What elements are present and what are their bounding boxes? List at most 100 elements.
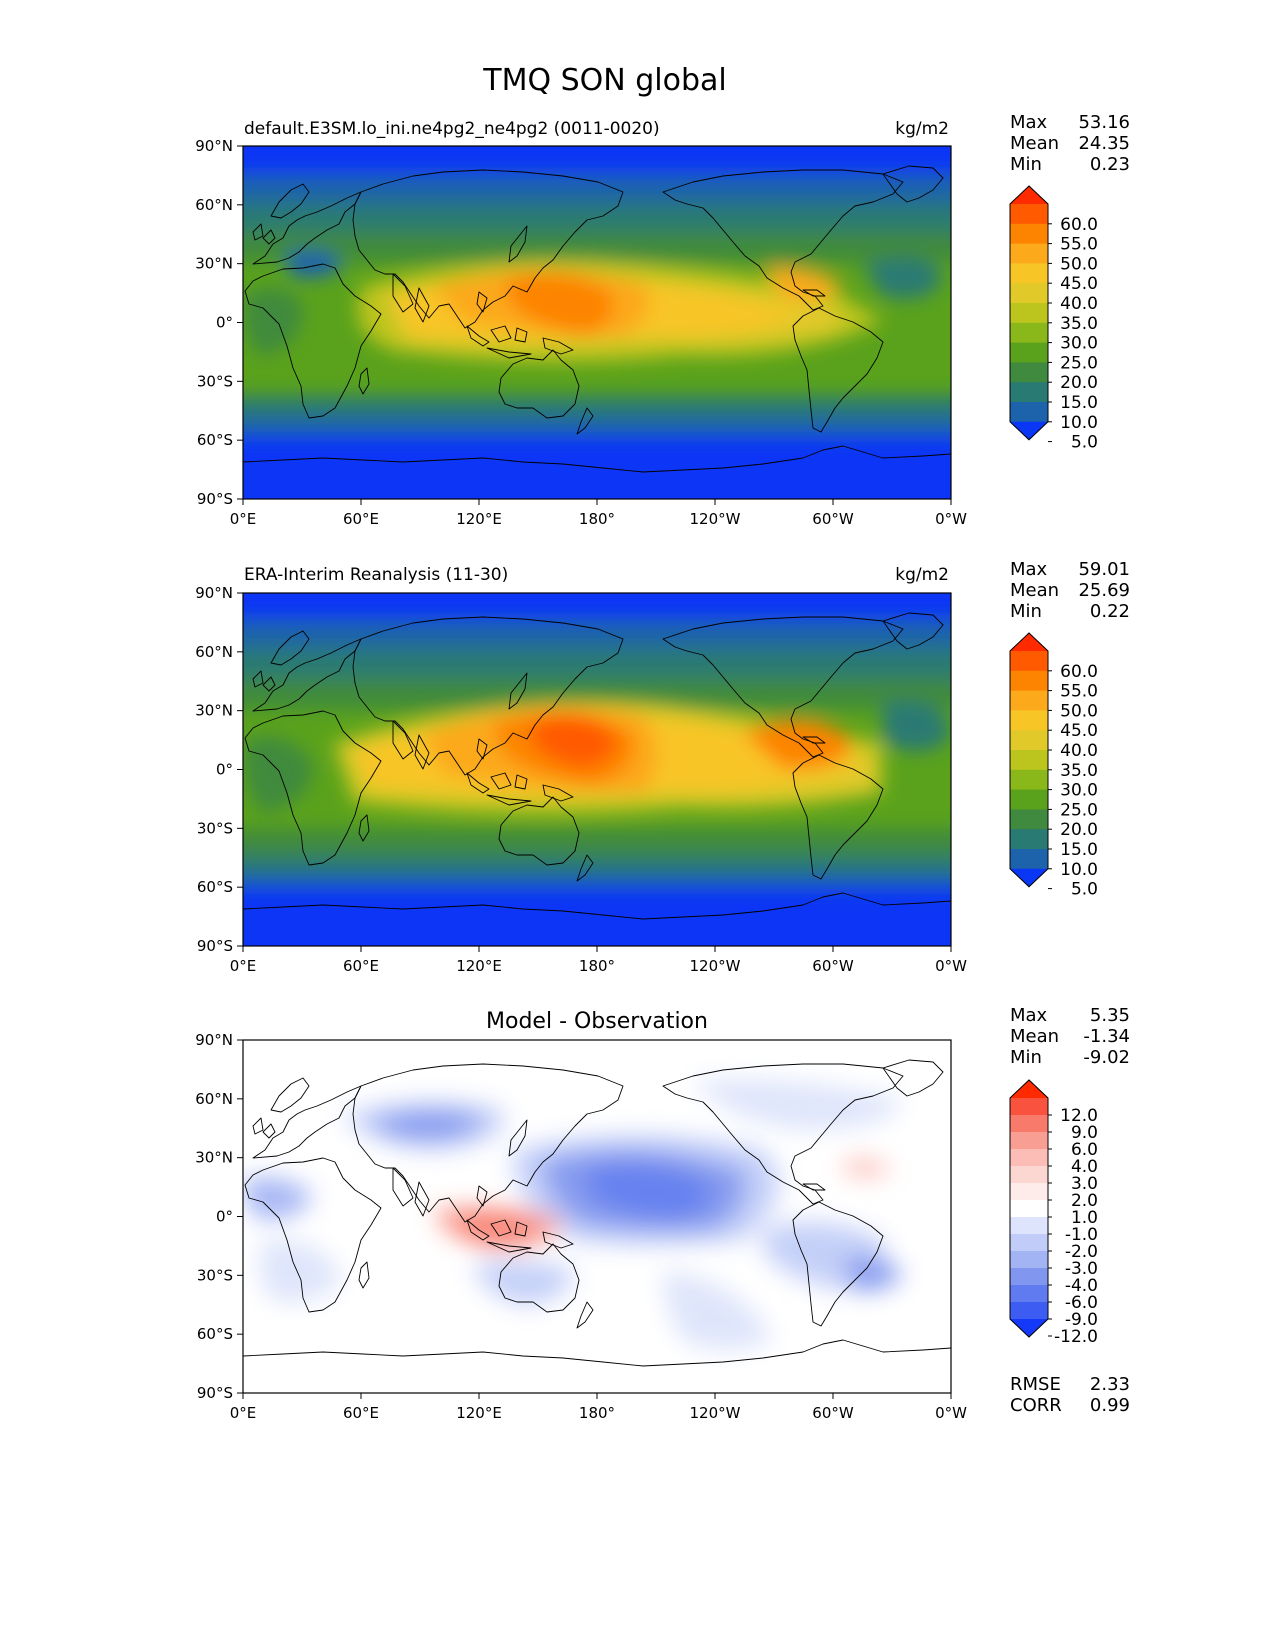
lon-tick-label: 0°W (935, 957, 967, 975)
colorbar-bin (1010, 303, 1048, 324)
panel-obs-title: ERA-Interim Reanalysis (11-30) (244, 565, 508, 585)
colorbar-bin (1010, 1200, 1048, 1218)
lat-tick-label: 60°S (197, 431, 233, 449)
colorbar-bin (1010, 750, 1048, 771)
colorbar-tick-label: 20.0 (1060, 373, 1098, 393)
colorbar-tick-label: 35.0 (1060, 314, 1098, 334)
colorbar-tick-label: 3.0 (1071, 1174, 1098, 1194)
colorbar-bin (1010, 283, 1048, 304)
colorbar-tick-label: 5.0 (1071, 433, 1098, 453)
lon-tick-label: 60°W (812, 957, 854, 975)
colorbar-tick-label: 50.0 (1060, 701, 1098, 721)
colorbar-bin (1010, 690, 1048, 711)
colorbar-tick-label: 2.0 (1071, 1191, 1098, 1211)
colorbar-tick-label: 9.0 (1071, 1123, 1098, 1143)
axes-layer: 90°N 60°N 30°N 0° 30°S 60°S 90°S 0°E 60°E 120°E 18… (195, 137, 967, 1422)
lon-tick-label: 120°W (690, 510, 741, 528)
panel-diff-side: Max 5.35 Mean -1.34 Min -9.02 12.09.06.04.03.0… (1009, 1005, 1130, 1416)
lat-tick-label: 60°N (195, 196, 233, 214)
lon-tick-label: 60°E (343, 510, 379, 528)
colorbar-tick-label: -2.0 (1065, 1242, 1098, 1262)
panel-model-map (242, 145, 952, 500)
lat-tick-label: 60°S (197, 878, 233, 896)
colorbar-tick-label: 4.0 (1071, 1157, 1098, 1177)
colorbar-tick-label: 45.0 (1060, 274, 1098, 294)
lon-tick-label: 0°E (230, 510, 257, 528)
lat-tick-label: 0° (216, 314, 233, 332)
colorbar-tick-label: 30.0 (1060, 334, 1098, 354)
lon-tick-label: 60°E (343, 1404, 379, 1422)
colorbar-bin (1010, 263, 1048, 284)
colorbar-extend-max (1010, 186, 1048, 204)
colorbar-tick-label: -9.0 (1065, 1310, 1098, 1330)
lon-tick-label: 180° (579, 510, 615, 528)
stat-label: Mean (1010, 1026, 1059, 1047)
stat-value: 5.35 (1090, 1005, 1130, 1026)
colorbar-bin (1010, 670, 1048, 692)
colorbar-bin (1010, 1115, 1048, 1133)
footer-stat-value: 2.33 (1090, 1374, 1130, 1395)
stat-label: Max (1010, 1005, 1048, 1026)
colorbar-tick-label: 45.0 (1060, 721, 1098, 741)
colorbar-tick-label: 60.0 (1060, 662, 1098, 682)
colorbar-bin (1010, 849, 1048, 870)
lon-tick-label: 60°W (812, 1404, 854, 1422)
colorbar-extend-max (1010, 1080, 1048, 1098)
colorbar-bin (1010, 382, 1048, 403)
lon-tick-label: 120°W (690, 1404, 741, 1422)
stat-label: Mean (1010, 580, 1059, 601)
lat-tick-label: 90°N (195, 1031, 233, 1049)
panel-obs-side: Max 59.01 Mean 25.69 Min 0.22 60.055.050.045.0… (1009, 559, 1130, 900)
panel-diff-title: Model - Observation (486, 1009, 708, 1034)
lon-tick-label: 180° (579, 957, 615, 975)
colorbar-tick-label: 15.0 (1060, 840, 1098, 860)
stat-value: 25.69 (1078, 580, 1130, 601)
colorbar-bin (1010, 1268, 1048, 1286)
stat-value: -1.34 (1083, 1026, 1130, 1047)
stat-label: Min (1010, 154, 1042, 175)
lon-tick-label: 120°W (690, 957, 741, 975)
lat-tick-label: 90°N (195, 137, 233, 155)
colorbar-tick-label: -3.0 (1065, 1259, 1098, 1279)
colorbar-tick-label: -1.0 (1065, 1225, 1098, 1245)
panel-model: default.E3SM.lo_ini.ne4pg2_ne4pg2 (0011-… (242, 119, 952, 500)
colorbar-tick-label: 1.0 (1071, 1208, 1098, 1228)
colorbar-bin (1010, 651, 1048, 672)
panel-diff-map (242, 1039, 952, 1394)
colorbar-bin (1010, 730, 1048, 751)
stat-value: -9.02 (1083, 1047, 1130, 1068)
stat-value: 24.35 (1078, 133, 1130, 154)
lat-tick-label: 30°N (195, 1149, 233, 1167)
colorbar-tick-label: 5.0 (1071, 880, 1098, 900)
colorbar-tick-label: 25.0 (1060, 800, 1098, 820)
colorbar-bin (1010, 789, 1048, 810)
colorbar-bin (1010, 402, 1048, 423)
colorbar-bin (1010, 342, 1048, 363)
colorbar-bin (1010, 769, 1048, 791)
colorbar-tick-label: 40.0 (1060, 294, 1098, 314)
footer-stat-value: 0.99 (1090, 1395, 1130, 1416)
lat-tick-label: 30°N (195, 255, 233, 273)
colorbar-bin (1010, 1149, 1048, 1167)
lat-tick-label: 30°N (195, 702, 233, 720)
colorbar-tick-label: -4.0 (1065, 1276, 1098, 1296)
colorbar-bin (1010, 1234, 1048, 1252)
panel-model-units: kg/m2 (895, 119, 949, 139)
lat-tick-label: 90°S (197, 937, 233, 955)
colorbar-tick-label: 6.0 (1071, 1140, 1098, 1160)
colorbar-tick-label: 30.0 (1060, 781, 1098, 801)
colorbar-tick-label: 12.0 (1060, 1106, 1098, 1126)
lat-tick-label: 60°S (197, 1325, 233, 1343)
stat-label: Mean (1010, 133, 1059, 154)
panel-obs-units: kg/m2 (895, 565, 949, 585)
panel-diff: Model - Observation (242, 1009, 952, 1394)
colorbar-bin (1010, 1166, 1048, 1184)
footer-stat-label: CORR (1010, 1395, 1062, 1416)
lat-tick-label: 0° (216, 761, 233, 779)
stat-value: 59.01 (1078, 559, 1130, 580)
colorbar-tick-label: 40.0 (1060, 741, 1098, 761)
colorbar-extend-min (1010, 421, 1048, 440)
lon-tick-label: 60°W (812, 510, 854, 528)
colorbar-bin (1010, 1251, 1048, 1269)
